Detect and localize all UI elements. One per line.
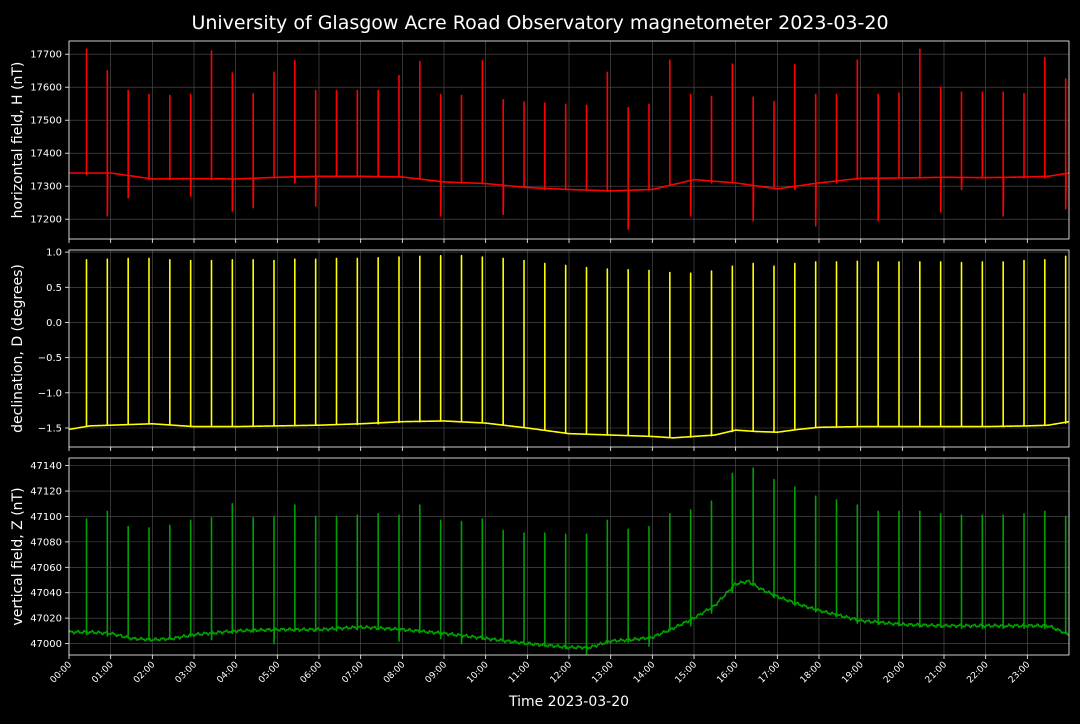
chart-title: University of Glasgow Acre Road Observat… xyxy=(191,12,888,34)
y-tick-label: 47000 xyxy=(30,639,62,650)
axes-frame xyxy=(68,457,1070,656)
y-tick-label: 17500 xyxy=(30,116,62,127)
series-line-Z xyxy=(68,467,1070,655)
y-tick-label: 47080 xyxy=(30,537,62,548)
y-tick-label: 17300 xyxy=(30,182,62,193)
y-tick-label: 47060 xyxy=(30,563,62,574)
y-tick-label: 17600 xyxy=(30,83,62,94)
series-line-H xyxy=(69,48,1070,230)
y-tick-label: 17400 xyxy=(30,149,62,160)
y-tick-label: 47140 xyxy=(30,461,62,472)
series-line-D xyxy=(68,254,1070,439)
y-tick-label: −1.0 xyxy=(38,388,62,399)
y-tick-label: 0.5 xyxy=(46,283,62,294)
axes-frame xyxy=(68,249,1070,448)
y-axis-label-H: horizontal field, H (nT) xyxy=(10,62,26,219)
y-tick-label: 47100 xyxy=(30,512,62,523)
axes-frame xyxy=(68,40,1070,240)
y-tick-label: 47120 xyxy=(30,487,62,498)
panel-D: −1.5 −1.0 −0.5 0.0 0.5 1.0 declination, D (deg… xyxy=(10,248,1070,451)
y-tick-label: −1.5 xyxy=(38,424,62,435)
y-tick-label: 17700 xyxy=(30,50,62,61)
y-tick-label: 47040 xyxy=(30,588,62,599)
x-axis-label: Time 2023-03-20 xyxy=(508,694,629,710)
y-tick-label: 47020 xyxy=(30,614,62,625)
y-tick-label: 0.0 xyxy=(46,318,62,329)
y-tick-label: −0.5 xyxy=(38,353,62,364)
y-axis-label-Z: vertical field, Z (nT) xyxy=(10,487,26,625)
y-tick-label: 1.0 xyxy=(46,248,62,259)
y-axis-label-D: declination, D (degrees) xyxy=(10,264,26,433)
panel-H: 17200 17300 17400 17500 17600 17700 horizontal… xyxy=(10,40,1070,243)
y-tick-label: 17200 xyxy=(30,215,62,226)
